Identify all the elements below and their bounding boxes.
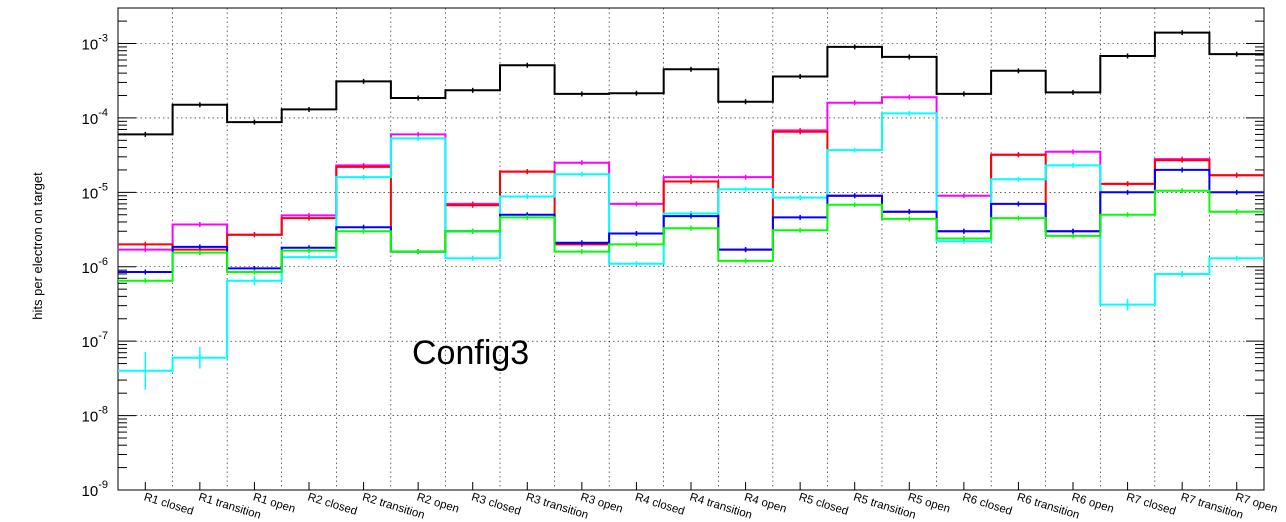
y-tick-label: 10-3: [82, 33, 108, 54]
x-category-label: R1 transition: [197, 491, 262, 521]
x-category-label: R7 transition: [1179, 491, 1244, 521]
y-tick-labels: 10-9 10-8 10-7 10-6 10-5 10-4 10-3: [82, 33, 108, 500]
grid-lines: [118, 8, 1264, 490]
x-category-label: R4 closed: [634, 491, 686, 517]
y-tick-label: 10-5: [82, 181, 108, 202]
y-tick-label: 10-4: [82, 107, 108, 128]
x-category-label: R2 transition: [361, 491, 426, 521]
x-category-label: R1 closed: [142, 491, 194, 517]
series-step-line: [118, 31, 1264, 136]
series-lines: [118, 30, 1264, 390]
x-category-label: R4 transition: [688, 491, 753, 521]
y-tick-label: 10-9: [82, 479, 108, 500]
y-tick-label: 10-6: [82, 256, 108, 277]
series-step-line: [118, 130, 1264, 253]
y-tick-label: 10-7: [82, 330, 108, 351]
x-category-label: R5 transition: [852, 491, 917, 521]
y-axis-label: hits per electron on target: [30, 172, 45, 320]
x-category-label: R6 closed: [961, 491, 1013, 517]
config-annotation: Config3: [412, 334, 529, 372]
x-category-label: R3 closed: [470, 491, 522, 517]
x-category-label: R7 closed: [1125, 491, 1177, 517]
x-category-label: R6 transition: [1016, 491, 1081, 521]
x-category-label: R2 closed: [306, 491, 358, 517]
axis-ticks: [118, 7, 1264, 491]
y-tick-label: 10-8: [82, 405, 108, 426]
series-step-line: [118, 96, 1264, 251]
plot-frame: [117, 7, 1265, 491]
series-step-line: [118, 189, 1264, 282]
x-category-label: R5 closed: [797, 491, 849, 517]
x-category-label: R3 transition: [524, 491, 589, 521]
